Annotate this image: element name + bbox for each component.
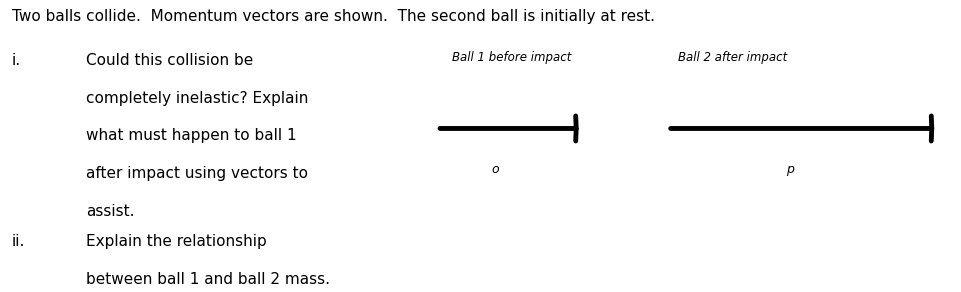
Text: Could this collision be: Could this collision be — [86, 53, 254, 67]
Text: p: p — [786, 163, 794, 176]
Text: Ball 1 before impact: Ball 1 before impact — [452, 51, 571, 64]
Text: i.: i. — [12, 53, 20, 67]
Text: assist.: assist. — [86, 204, 135, 219]
Text: what must happen to ball 1: what must happen to ball 1 — [86, 128, 297, 143]
Text: ii.: ii. — [12, 234, 25, 248]
Text: Two balls collide.  Momentum vectors are shown.  The second ball is initially at: Two balls collide. Momentum vectors are … — [12, 9, 654, 24]
Text: after impact using vectors to: after impact using vectors to — [86, 166, 308, 181]
Text: Explain the relationship: Explain the relationship — [86, 234, 267, 248]
Text: Ball 2 after impact: Ball 2 after impact — [678, 51, 787, 64]
Text: completely inelastic? Explain: completely inelastic? Explain — [86, 91, 308, 105]
Text: between ball 1 and ball 2 mass.: between ball 1 and ball 2 mass. — [86, 272, 331, 286]
Text: o: o — [491, 163, 499, 176]
